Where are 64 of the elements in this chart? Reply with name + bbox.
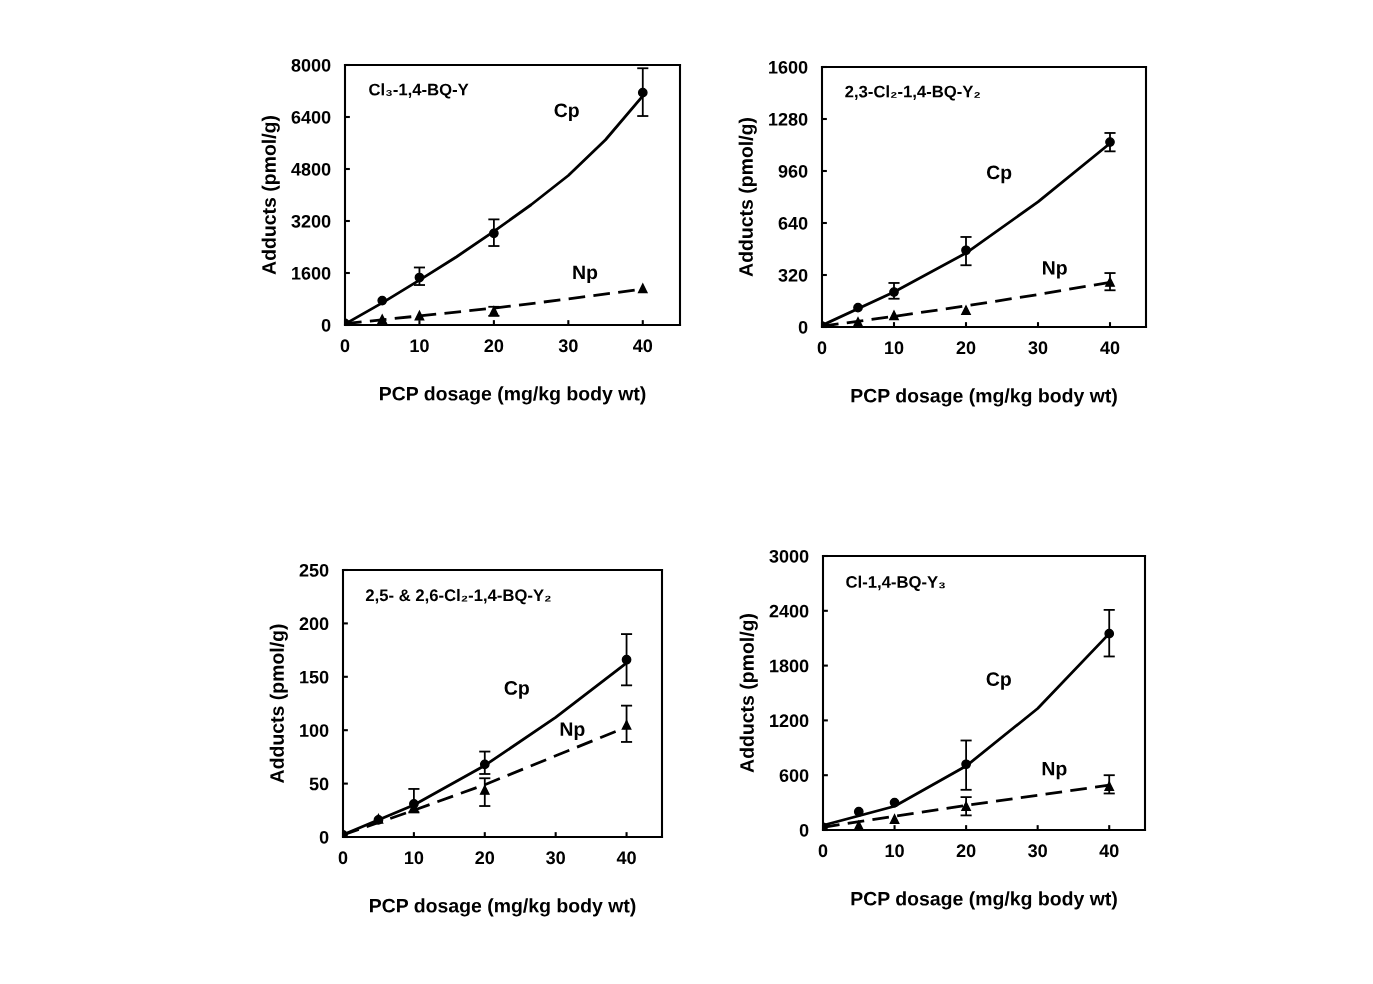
y-tick-label: 6400 xyxy=(291,110,331,124)
x-axis-title: PCP dosage (mg/kg body wt) xyxy=(851,891,1117,910)
y-tick-label: 1280 xyxy=(769,112,808,126)
y-tick-label: 3200 xyxy=(291,214,331,228)
series-label: Cp xyxy=(986,165,1012,184)
y-tick-label: 3000 xyxy=(769,549,809,563)
y-tick-label: 1800 xyxy=(770,659,809,673)
x-tick-label: 20 xyxy=(475,851,495,865)
y-tick-label: 0 xyxy=(799,823,809,837)
y-tick-label: 0 xyxy=(798,320,808,334)
x-tick-label: 40 xyxy=(633,339,653,353)
y-tick-label: 1200 xyxy=(770,714,809,728)
y-tick-label: 250 xyxy=(299,563,329,577)
series-label: Cp xyxy=(504,681,529,699)
x-tick-label: 10 xyxy=(885,844,904,858)
text: 2,3-Cl₂-1,4-BQ-Y₂ xyxy=(845,85,980,101)
y-tick-label: 100 xyxy=(300,724,329,737)
x-tick-label: 40 xyxy=(616,851,636,865)
x-tick-label: 30 xyxy=(1028,341,1048,355)
x-tick-label: 20 xyxy=(956,844,976,858)
series-label: Np xyxy=(573,265,598,284)
y-tick-label: 1600 xyxy=(769,60,808,74)
y-tick-label: 1600 xyxy=(292,266,331,280)
series-label: Cp xyxy=(554,103,579,122)
y-tick-label: 0 xyxy=(319,830,329,844)
y-tick-label: 0 xyxy=(321,318,331,332)
x-axis-title: PCP dosage (mg/kg body wt) xyxy=(370,898,636,917)
y-tick-label: 2400 xyxy=(769,604,809,618)
y-axis-title: Adducts (pmol/g) xyxy=(261,116,280,275)
series-label: Np xyxy=(1043,261,1067,279)
x-tick-label: 10 xyxy=(885,341,904,355)
x-axis-title: PCP dosage (mg/kg body wt) xyxy=(380,386,646,405)
y-tick-label: 640 xyxy=(778,216,808,230)
text: Cl₃-1,4-BQ-Y xyxy=(369,83,469,99)
y-tick-label: 4800 xyxy=(291,162,331,176)
y-axis-title: Adducts (pmol/g) xyxy=(738,118,757,277)
x-tick-label: 0 xyxy=(818,844,828,858)
y-axis-title: Adducts (pmol/g) xyxy=(739,614,758,773)
x-tick-label: 10 xyxy=(410,339,429,353)
x-tick-label: 20 xyxy=(484,339,504,353)
x-tick-label: 30 xyxy=(1028,844,1047,858)
x-tick-label: 0 xyxy=(338,851,348,865)
text: 2,5- & 2,6-Cl₂-1,4-BQ-Y₂ xyxy=(365,588,551,605)
y-tick-label: 200 xyxy=(299,617,329,631)
y-tick-label: 960 xyxy=(778,164,808,178)
y-axis-title: Adducts (pmol/g) xyxy=(269,624,288,783)
x-tick-label: 10 xyxy=(404,851,424,865)
x-tick-label: 0 xyxy=(340,339,350,353)
text: Cl-1,4-BQ-Y₃ xyxy=(846,575,945,591)
x-tick-label: 40 xyxy=(1100,341,1120,355)
y-tick-label: 150 xyxy=(300,670,329,684)
x-tick-label: 40 xyxy=(1099,844,1119,858)
series-label: Np xyxy=(1042,761,1067,780)
x-tick-label: 30 xyxy=(546,851,565,865)
y-tick-label: 320 xyxy=(778,268,808,282)
series-label: Cp xyxy=(986,672,1011,690)
x-tick-label: 0 xyxy=(817,341,827,355)
x-tick-label: 20 xyxy=(956,341,976,355)
series-label: Np xyxy=(560,722,585,740)
x-axis-title: PCP dosage (mg/kg body wt) xyxy=(851,388,1117,407)
x-tick-label: 30 xyxy=(558,339,578,353)
y-tick-label: 600 xyxy=(779,769,809,782)
y-tick-label: 50 xyxy=(309,777,329,791)
y-tick-label: 8000 xyxy=(291,58,331,72)
